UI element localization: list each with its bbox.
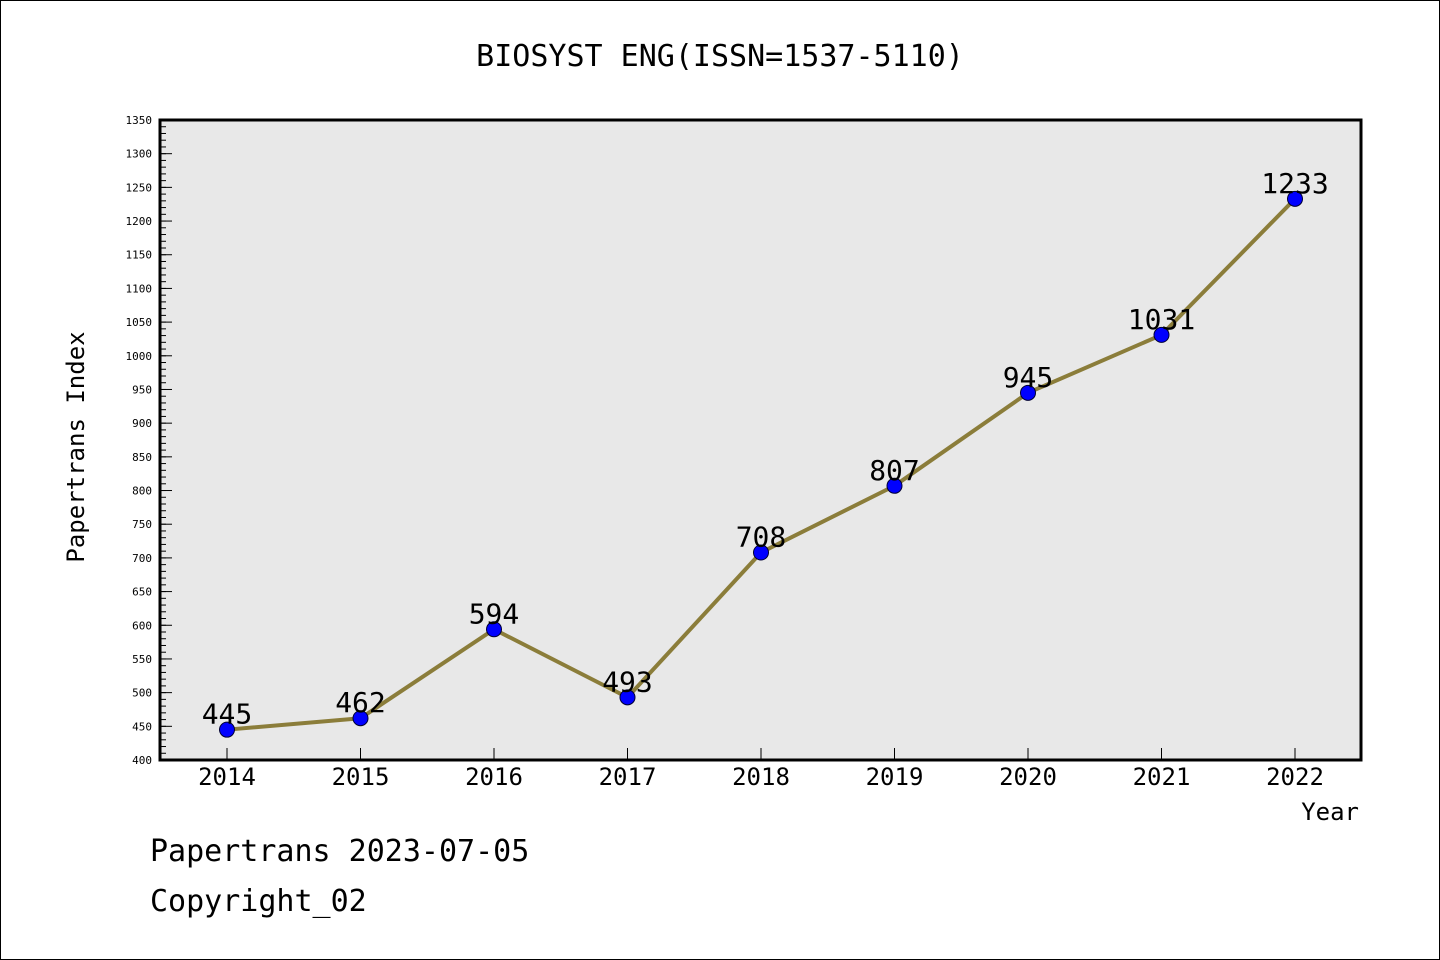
x-tick-label: 2020 xyxy=(999,763,1057,791)
x-axis-title: Year xyxy=(1301,798,1359,826)
plot-area xyxy=(158,118,1363,762)
series-markers xyxy=(219,190,1303,738)
data-labels: 445 462 594 493 708 807 945 1031 1233 xyxy=(202,167,1329,731)
x-tick-label: 2017 xyxy=(599,763,657,791)
y-tick-label: 1050 xyxy=(126,316,153,329)
y-tick-label: 650 xyxy=(132,586,152,599)
chart-title: BIOSYST ENG(ISSN=1537-5110) xyxy=(476,39,964,74)
footer-date: Papertrans 2023-07-05 xyxy=(150,834,530,869)
data-point xyxy=(753,544,769,561)
y-tick-label: 500 xyxy=(132,687,152,700)
data-point xyxy=(352,710,369,727)
x-tick-label: 2022 xyxy=(1266,763,1324,791)
y-tick-label: 1250 xyxy=(126,181,153,194)
y-tick-label: 850 xyxy=(132,451,152,464)
x-tick-label: 2015 xyxy=(332,763,390,791)
data-point xyxy=(486,621,502,638)
data-label: 1031 xyxy=(1128,303,1195,336)
y-tick-label: 400 xyxy=(132,754,152,767)
x-tick-label: 2018 xyxy=(732,763,790,791)
data-point xyxy=(1153,326,1170,343)
data-label: 493 xyxy=(602,665,653,698)
footer-copyright: Copyright_02 xyxy=(150,884,367,919)
x-tick-label: 2016 xyxy=(465,763,523,791)
y-tick-label: 550 xyxy=(132,653,152,666)
data-label: 594 xyxy=(469,597,520,630)
y-tick-label: 1350 xyxy=(126,114,153,127)
data-label: 708 xyxy=(736,521,787,554)
y-tick-label: 800 xyxy=(132,485,152,498)
data-label: 807 xyxy=(869,454,920,487)
x-axis-ticks: 2014 2015 2016 2017 2018 2019 2020 2021 2022 xyxy=(198,748,1324,791)
y-tick-label: 1000 xyxy=(126,350,153,363)
data-label: 945 xyxy=(1003,361,1054,394)
data-point xyxy=(1020,384,1036,401)
data-point xyxy=(1287,190,1303,207)
y-tick-label: 1200 xyxy=(126,215,153,228)
y-tick-label: 600 xyxy=(132,619,152,632)
x-tick-label: 2019 xyxy=(866,763,924,791)
y-tick-label: 1100 xyxy=(126,282,153,295)
data-label: 445 xyxy=(202,698,253,731)
data-point xyxy=(886,477,903,494)
y-tick-label: 1150 xyxy=(126,249,153,262)
y-tick-label: 950 xyxy=(132,383,152,396)
y-tick-label: 450 xyxy=(132,720,152,733)
y-tick-label: 900 xyxy=(132,417,152,430)
y-axis-ticks: 400 450 500 550 600 650 700 750 800 850 900 950 1000… xyxy=(126,114,172,767)
data-label: 1233 xyxy=(1261,167,1328,200)
data-point xyxy=(219,721,235,738)
data-label: 462 xyxy=(335,686,386,719)
y-tick-label: 1300 xyxy=(126,148,153,161)
y-tick-label: 700 xyxy=(132,552,152,565)
x-tick-label: 2021 xyxy=(1133,763,1191,791)
y-tick-label: 750 xyxy=(132,518,152,531)
y-axis-title: Papertrans Index xyxy=(62,331,90,562)
x-tick-label: 2014 xyxy=(198,763,256,791)
data-point xyxy=(619,689,636,706)
